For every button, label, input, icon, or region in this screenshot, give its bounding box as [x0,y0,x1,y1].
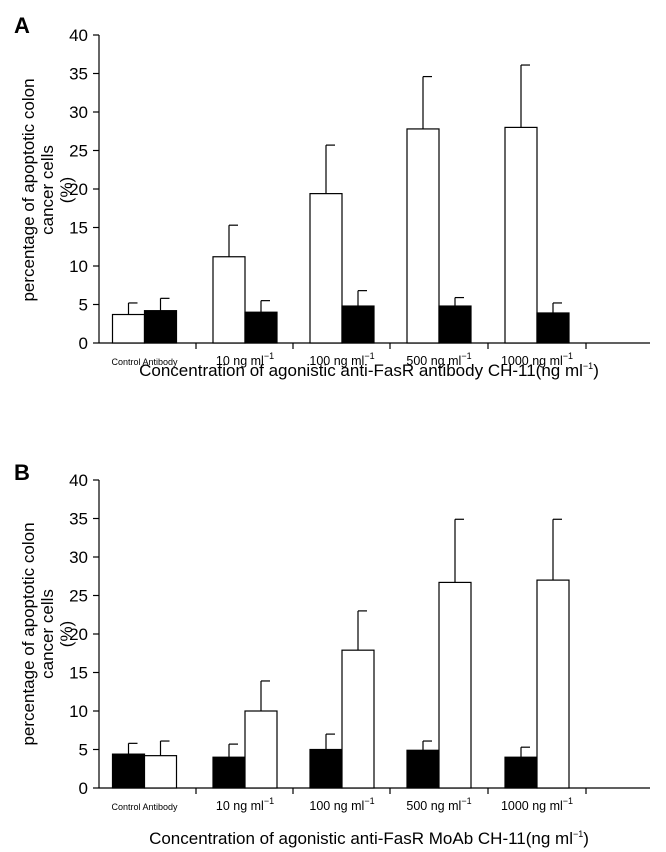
panel-a-ylabel-line2: cancer cells [38,145,57,235]
x-tick-label: 500 ng ml−1 [406,351,471,368]
y-tick-label: 15 [69,219,88,238]
bar [244,311,278,344]
y-tick-label: 25 [69,142,88,161]
panel-a-ylabel-line3: (%) [57,177,76,203]
x-tick-label: 100 ng ml−1 [309,351,374,368]
bar [536,579,570,789]
y-tick-label: 20 [69,180,88,199]
panel-b-plot: 0 5 10 15 20 25 30 35 40 Control Antibody 10 ng ml… [69,471,650,813]
panel-a-label: A [14,13,30,38]
panel-b-ylabel-line1: percentage of apoptotic colon [19,522,38,745]
y-tick-label: 15 [69,664,88,683]
panel-b-label: B [14,460,30,485]
panel-b-ylabel: percentage of apoptotic colon cancer cel… [19,522,76,745]
x-tick-label: Control Antibody [111,802,178,812]
bar [309,748,343,789]
panel-a-ylabel-line1: percentage of apoptotic colon [19,78,38,301]
y-tick-label: 40 [69,26,88,45]
y-tick-label: 35 [69,65,88,84]
bar [536,312,570,344]
x-tick-label: 500 ng ml−1 [406,796,471,813]
bar [212,756,246,789]
x-tick-label: 10 ng ml−1 [216,351,274,368]
y-tick-label: 0 [79,779,88,798]
bar [309,193,343,344]
bar [438,305,472,344]
bar [504,126,538,344]
x-tick-label: 100 ng ml−1 [309,796,374,813]
y-tick-label: 25 [69,587,88,606]
bar [212,256,246,344]
panel-b-ylabel-line2: cancer cells [38,589,57,679]
y-tick-label: 35 [69,510,88,529]
y-tick-label: 30 [69,548,88,567]
x-tick-label: 10 ng ml−1 [216,796,274,813]
bar [143,755,178,789]
x-tick-label: 1000 ng ml−1 [501,351,573,368]
bar [341,305,375,344]
panel-a-ylabel: percentage of apoptotic colon cancer cel… [19,78,76,301]
y-tick-label: 10 [69,257,88,276]
panel-a-xlabel: Concentration of agonistic anti-FasR ant… [139,361,599,380]
y-tick-label: 5 [79,296,88,315]
bar [406,749,440,789]
y-tick-label: 0 [79,334,88,353]
y-tick-label: 30 [69,103,88,122]
panel-b: B percentage of apoptotic colon cancer c… [14,460,650,848]
panel-a: A percentage of apoptotic colon cancer c… [14,13,650,380]
panel-b-ylabel-line3: (%) [57,621,76,647]
bar [244,710,278,789]
y-tick-label: 10 [69,702,88,721]
bar [406,128,440,344]
bar [111,753,146,789]
panel-a-plot: 0 5 10 15 20 25 30 35 40 Control Antibody 10 ng ml… [69,26,650,368]
panel-b-xlabel: Concentration of agonistic anti-FasR MoA… [149,829,589,848]
bar [143,310,178,344]
bar [341,649,375,789]
bar [111,313,146,344]
y-tick-label: 5 [79,741,88,760]
y-tick-label: 40 [69,471,88,490]
bar [438,581,472,789]
x-tick-label: 1000 ng ml−1 [501,796,573,813]
x-tick-label: Control Antibody [111,357,178,367]
y-tick-label: 20 [69,625,88,644]
bar [504,756,538,789]
